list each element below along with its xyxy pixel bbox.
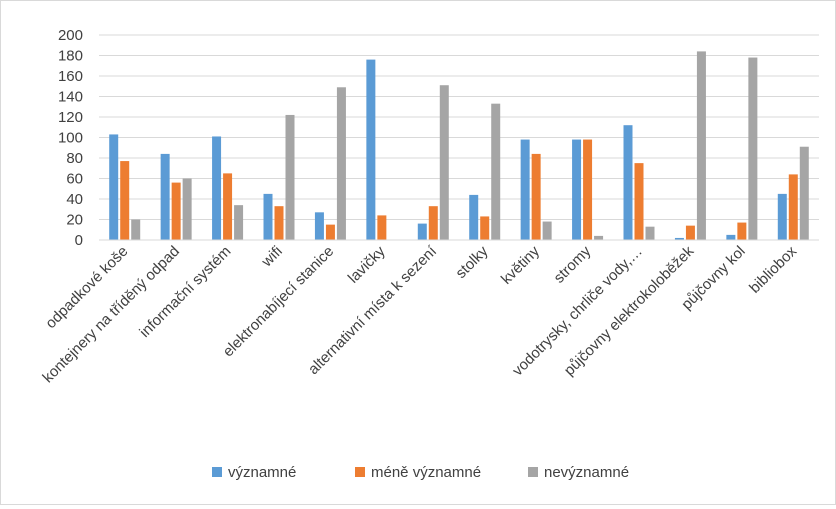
- bar: [674, 237, 684, 240]
- y-axis-tick-labels: 0 20 40 60 80 100 120 140 160 180 200: [58, 27, 83, 249]
- bar: [469, 194, 479, 240]
- bar: [366, 59, 376, 240]
- bar: [531, 153, 541, 240]
- legend: významné méně významné nevýznamné: [212, 464, 629, 481]
- y-tick-label: 80: [66, 150, 83, 167]
- bar: [491, 103, 501, 240]
- bar: [439, 85, 449, 240]
- y-tick-label: 140: [58, 89, 83, 106]
- bar: [120, 161, 130, 240]
- bar: [285, 114, 295, 240]
- legend-swatch: [212, 467, 222, 477]
- legend-swatch: [528, 467, 538, 477]
- x-category-label: informační systém: [136, 243, 234, 341]
- y-tick-label: 200: [58, 27, 83, 44]
- y-tick-label: 180: [58, 48, 83, 65]
- bar: [737, 222, 747, 240]
- y-tick-label: 160: [58, 68, 83, 85]
- bar: [325, 224, 335, 241]
- bar: [234, 205, 244, 240]
- x-category-label: lavičky: [345, 242, 389, 286]
- bar: [520, 139, 530, 240]
- bar: [777, 193, 787, 241]
- x-category-label: wifi: [258, 243, 286, 271]
- bar: [748, 57, 758, 240]
- y-tick-label: 120: [58, 109, 83, 126]
- bar: [799, 146, 809, 240]
- bar: [263, 193, 273, 241]
- y-tick-label: 60: [66, 171, 83, 188]
- bar: [417, 223, 427, 240]
- bar: [109, 134, 119, 240]
- bar: [623, 125, 633, 240]
- legend-label: významné: [228, 464, 296, 481]
- bar: [645, 226, 655, 240]
- y-tick-label: 0: [75, 232, 83, 249]
- bar: [160, 153, 170, 240]
- x-category-label: stolky: [452, 242, 491, 281]
- legend-label: nevýznamné: [544, 464, 629, 481]
- legend-swatch: [355, 467, 365, 477]
- bars: [109, 51, 809, 241]
- bar: [634, 163, 644, 241]
- x-category-label: květiny: [498, 242, 543, 287]
- y-tick-label: 20: [66, 212, 83, 229]
- bar: [696, 51, 706, 241]
- legend-label: méně významné: [371, 464, 481, 481]
- bar: [572, 139, 582, 240]
- bar: [131, 219, 141, 240]
- bar: [594, 235, 604, 240]
- x-category-label: bibliobox: [746, 242, 800, 296]
- bar: [212, 136, 222, 240]
- y-tick-label: 100: [58, 130, 83, 147]
- bar: [377, 215, 387, 240]
- bar: [314, 212, 324, 240]
- gridlines: [99, 34, 819, 220]
- bar: [480, 216, 490, 240]
- bar: [542, 221, 552, 240]
- bar: [685, 225, 695, 240]
- y-tick-label: 40: [66, 191, 83, 208]
- bar: [182, 178, 192, 240]
- bar: [726, 234, 736, 241]
- bar: [223, 173, 233, 241]
- bar: [583, 139, 593, 240]
- bar: [171, 182, 181, 240]
- x-category-label: stromy: [551, 242, 595, 286]
- bar: [428, 206, 438, 240]
- bar: [788, 174, 798, 240]
- bar: [274, 206, 284, 240]
- bar: [336, 87, 346, 240]
